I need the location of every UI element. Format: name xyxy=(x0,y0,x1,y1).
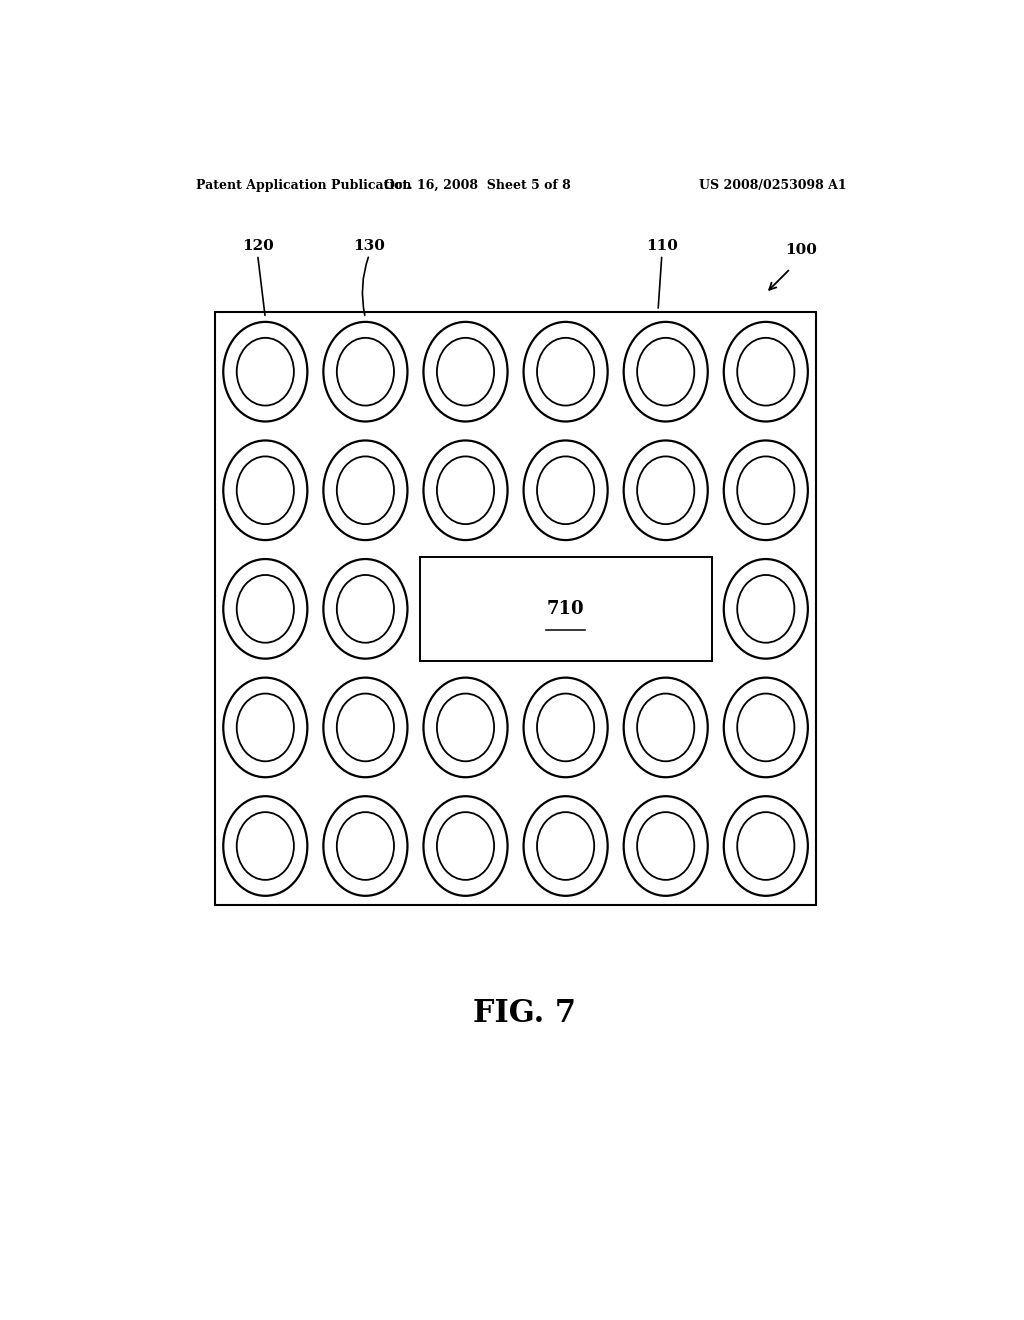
Ellipse shape xyxy=(237,693,294,762)
Text: 120: 120 xyxy=(242,239,273,253)
Ellipse shape xyxy=(237,576,294,643)
Text: Oct. 16, 2008  Sheet 5 of 8: Oct. 16, 2008 Sheet 5 of 8 xyxy=(384,178,570,191)
Ellipse shape xyxy=(324,796,408,896)
Ellipse shape xyxy=(637,457,694,524)
Ellipse shape xyxy=(523,441,607,540)
Text: FIG. 7: FIG. 7 xyxy=(473,998,577,1028)
Text: 110: 110 xyxy=(646,239,678,253)
Ellipse shape xyxy=(624,441,708,540)
Ellipse shape xyxy=(424,796,508,896)
Ellipse shape xyxy=(624,796,708,896)
Text: US 2008/0253098 A1: US 2008/0253098 A1 xyxy=(699,178,847,191)
Ellipse shape xyxy=(737,457,795,524)
Ellipse shape xyxy=(437,812,495,880)
Ellipse shape xyxy=(237,457,294,524)
Ellipse shape xyxy=(724,796,808,896)
Ellipse shape xyxy=(223,560,307,659)
Ellipse shape xyxy=(737,812,795,880)
Text: 100: 100 xyxy=(785,243,817,257)
Bar xyxy=(420,557,712,661)
Ellipse shape xyxy=(223,322,307,421)
Text: Patent Application Publication: Patent Application Publication xyxy=(196,178,412,191)
Ellipse shape xyxy=(324,560,408,659)
Ellipse shape xyxy=(537,812,594,880)
Ellipse shape xyxy=(437,457,495,524)
Ellipse shape xyxy=(624,322,708,421)
Ellipse shape xyxy=(637,812,694,880)
Ellipse shape xyxy=(637,338,694,405)
Ellipse shape xyxy=(337,693,394,762)
Ellipse shape xyxy=(637,693,694,762)
Ellipse shape xyxy=(737,338,795,405)
Ellipse shape xyxy=(237,812,294,880)
Ellipse shape xyxy=(324,677,408,777)
Ellipse shape xyxy=(737,576,795,643)
Ellipse shape xyxy=(424,322,508,421)
Ellipse shape xyxy=(223,441,307,540)
Ellipse shape xyxy=(324,322,408,421)
Ellipse shape xyxy=(223,796,307,896)
Ellipse shape xyxy=(624,677,708,777)
Ellipse shape xyxy=(724,441,808,540)
Ellipse shape xyxy=(724,322,808,421)
Ellipse shape xyxy=(523,322,607,421)
Ellipse shape xyxy=(237,338,294,405)
Text: 130: 130 xyxy=(353,239,385,253)
Ellipse shape xyxy=(537,693,594,762)
Ellipse shape xyxy=(437,693,495,762)
Ellipse shape xyxy=(424,441,508,540)
Bar xyxy=(215,313,816,906)
Text: 710: 710 xyxy=(547,599,585,618)
Ellipse shape xyxy=(437,338,495,405)
Ellipse shape xyxy=(523,677,607,777)
Ellipse shape xyxy=(324,441,408,540)
Ellipse shape xyxy=(337,576,394,643)
Ellipse shape xyxy=(337,457,394,524)
Ellipse shape xyxy=(737,693,795,762)
Ellipse shape xyxy=(537,457,594,524)
Ellipse shape xyxy=(337,338,394,405)
Ellipse shape xyxy=(724,560,808,659)
Ellipse shape xyxy=(724,677,808,777)
Ellipse shape xyxy=(223,677,307,777)
Ellipse shape xyxy=(337,812,394,880)
Ellipse shape xyxy=(424,677,508,777)
Ellipse shape xyxy=(523,796,607,896)
Ellipse shape xyxy=(537,338,594,405)
